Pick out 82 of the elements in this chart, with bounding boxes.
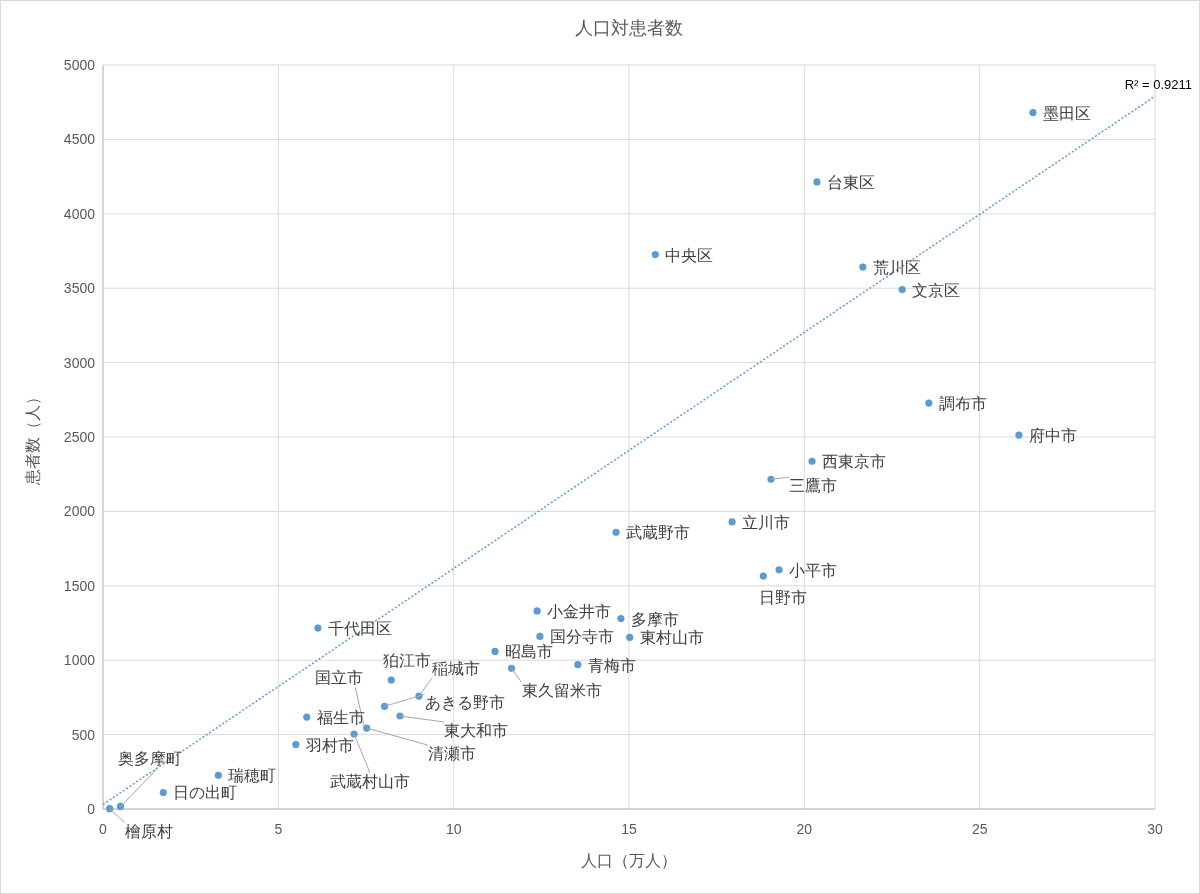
- annotation: あきる野市: [424, 694, 505, 712]
- y-tick-label: 3000: [63, 354, 96, 371]
- annotation: 福生市: [316, 709, 365, 727]
- annotation: 東大和市: [444, 722, 509, 739]
- annotation: 国分寺市: [549, 628, 614, 646]
- annotation: 小金井市: [547, 602, 612, 620]
- point: [214, 771, 222, 779]
- point: [116, 802, 125, 811]
- annotation: 府中市: [1028, 427, 1077, 445]
- y-tick-label: 3500: [63, 280, 96, 297]
- point: [314, 624, 322, 632]
- point: [292, 740, 300, 749]
- annotation: 狛江市: [383, 651, 432, 669]
- annotation: 文京区: [912, 281, 961, 299]
- point: [533, 607, 541, 615]
- annotation: 立川市: [742, 513, 791, 531]
- point: [775, 566, 783, 574]
- y-tick-label: 2000: [63, 503, 96, 520]
- y-tick-label: 1000: [63, 652, 96, 669]
- y-tick-label: 5000: [63, 57, 96, 73]
- annotation: 青梅市: [587, 656, 636, 674]
- point: [536, 632, 544, 640]
- point: [808, 457, 816, 465]
- y-tick-label: 0: [87, 801, 96, 817]
- point: [925, 399, 933, 407]
- point: [898, 285, 906, 294]
- annotation: 台東区: [826, 173, 875, 191]
- point: [303, 713, 311, 721]
- annotation: R² = 0.9211: [1124, 77, 1192, 92]
- annotation: 荒川区: [872, 259, 921, 277]
- point: [617, 614, 625, 623]
- y-tick-label: 500: [71, 726, 96, 743]
- annotation: 三鷹市: [789, 477, 838, 495]
- y-tick-label: 2500: [63, 429, 96, 445]
- point: [1015, 431, 1023, 439]
- point: [574, 661, 582, 669]
- point: [759, 572, 767, 580]
- y-axis-title: 患者数（人）: [24, 389, 41, 486]
- annotation: 千代田区: [327, 620, 392, 638]
- x-tick-label: 30: [1147, 821, 1163, 837]
- annotation: 瑞穂町: [228, 767, 277, 785]
- annotation: 日の出町: [173, 784, 238, 802]
- point: [859, 263, 867, 271]
- x-tick-label: 0: [99, 821, 108, 837]
- annotation: 西東京市: [822, 453, 887, 471]
- point: [813, 178, 821, 186]
- annotation: 中央区: [665, 246, 714, 264]
- point: [491, 647, 499, 656]
- point: [350, 730, 358, 738]
- point: [728, 518, 736, 526]
- annotation: 羽村市: [304, 736, 354, 754]
- x-axis-title: 人口（万人）: [581, 852, 677, 869]
- annotation: 武蔵野市: [626, 524, 691, 542]
- x-tick-label: 20: [796, 821, 813, 837]
- annotation: 墨田区: [1042, 104, 1091, 122]
- point: [626, 633, 634, 642]
- annotation: 昭島市: [505, 643, 554, 661]
- y-tick-label: 4500: [63, 131, 96, 148]
- x-tick-label: 5: [274, 821, 283, 837]
- x-tick-label: 10: [445, 821, 462, 837]
- annotation: 奥多摩町: [117, 750, 182, 768]
- annotation: 東久留米市: [521, 682, 602, 700]
- annotation: 調布市: [938, 395, 987, 413]
- point: [1029, 109, 1037, 117]
- x-tick-label: 15: [621, 821, 637, 837]
- y-tick-label: 1500: [63, 577, 96, 594]
- annotation: 国立市: [315, 669, 364, 687]
- annotation: 多摩市: [630, 610, 679, 628]
- annotation: 稲城市: [431, 660, 480, 678]
- annotation: 武蔵村山市: [330, 773, 411, 790]
- annotation: 日野市: [759, 588, 808, 606]
- annotation: 檜原村: [124, 822, 173, 840]
- point: [159, 788, 167, 797]
- x-tick-label: 25: [971, 821, 988, 837]
- annotation: 小平市: [789, 561, 838, 579]
- point: [651, 250, 659, 259]
- point: [387, 676, 395, 684]
- point: [612, 528, 620, 536]
- annotation: 東村山市: [639, 629, 704, 647]
- annotation: 清瀬市: [427, 745, 476, 763]
- chart-title: 人口対患者数: [575, 18, 683, 38]
- y-tick-label: 4000: [63, 205, 96, 222]
